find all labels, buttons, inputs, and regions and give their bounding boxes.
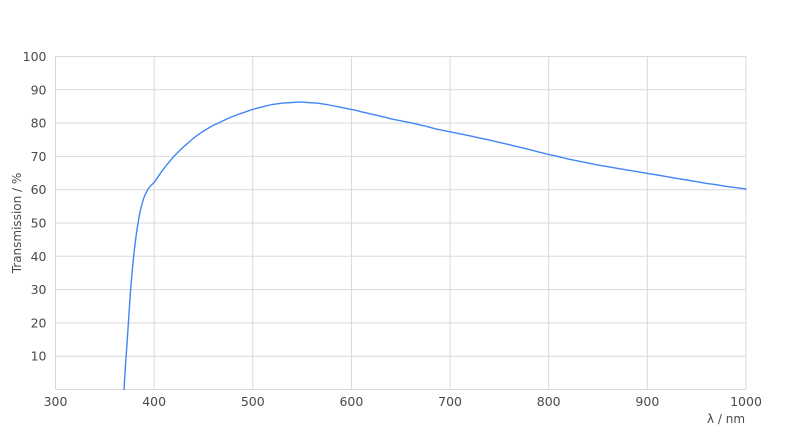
- x-tick-label: 800: [537, 394, 561, 409]
- y-tick-label: 20: [31, 315, 47, 330]
- series-line-transmission: [123, 101, 747, 391]
- x-tick-label: 500: [241, 394, 265, 409]
- y-tick-label: 60: [31, 182, 47, 197]
- y-tick-label: 70: [31, 149, 47, 164]
- y-tick-label: 50: [31, 216, 47, 231]
- y-tick-label: 30: [31, 282, 47, 297]
- x-tick-label: 900: [635, 394, 659, 409]
- y-tick-label: 40: [31, 249, 47, 264]
- y-tick-label: 80: [31, 116, 47, 131]
- y-tick-label: 10: [31, 349, 47, 364]
- y-tick-label: 90: [31, 82, 47, 97]
- x-tick-label: 1000: [730, 394, 762, 409]
- x-tick-label: 600: [339, 394, 363, 409]
- x-tick-label: 700: [438, 394, 462, 409]
- x-tick-label: 300: [44, 394, 68, 409]
- x-tick-label: 400: [142, 394, 166, 409]
- x-axis-title: λ / nm: [706, 412, 746, 426]
- y-tick-label: 100: [23, 49, 47, 64]
- y-axis-title: Transmission / %: [10, 172, 24, 274]
